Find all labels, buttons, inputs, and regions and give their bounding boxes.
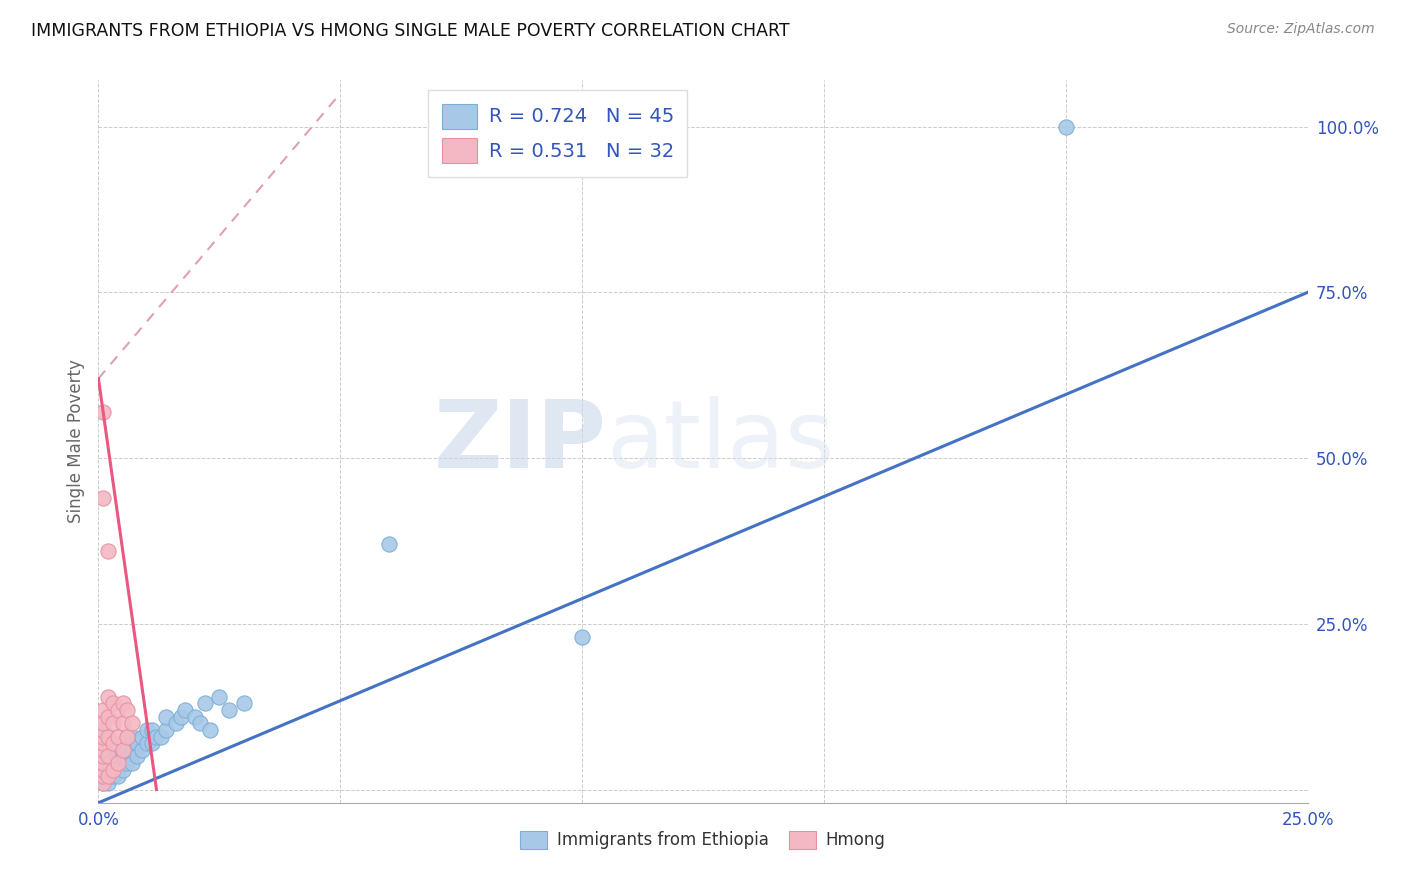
Point [97,544,120,558]
Point [91,723,114,737]
Text: IMMIGRANTS FROM ETHIOPIA VS HMONG SINGLE MALE POVERTY CORRELATION CHART: IMMIGRANTS FROM ETHIOPIA VS HMONG SINGLE… [31,22,790,40]
Point [91,776,114,790]
Point [107,756,129,770]
Point [131,743,153,757]
Point [91,769,114,783]
Point [1054,120,1077,134]
Point [111,743,134,757]
Point [91,491,114,505]
Point [188,716,211,731]
Point [377,537,399,551]
Point [111,716,134,731]
Point [111,763,134,777]
Point [91,763,114,777]
Point [97,769,120,783]
Point [184,709,207,723]
Point [117,730,139,744]
Point [91,716,114,731]
Point [101,749,124,764]
Point [91,749,114,764]
Point [208,690,231,704]
Point [101,763,124,777]
Point [101,769,124,783]
Point [150,730,173,744]
Point [101,716,124,731]
Point [101,697,124,711]
Point [131,730,153,744]
Point [97,756,120,770]
Point [169,709,191,723]
Point [571,630,593,644]
Point [135,723,157,737]
Point [97,776,120,790]
Point [91,405,114,419]
Point [174,703,197,717]
Point [107,769,129,783]
Point [198,723,221,737]
Point [97,749,120,764]
Point [117,756,139,770]
Point [107,756,129,770]
Point [91,769,114,783]
Legend: Immigrants from Ethiopia, Hmong: Immigrants from Ethiopia, Hmong [513,824,893,856]
Point [135,736,157,750]
Point [121,756,143,770]
Point [117,703,139,717]
Point [97,769,120,783]
Point [91,743,114,757]
Point [194,697,217,711]
Text: atlas: atlas [606,395,835,488]
Point [111,749,134,764]
Point [127,749,149,764]
Point [97,730,120,744]
Point [107,703,129,717]
Y-axis label: Single Male Poverty: Single Male Poverty [66,359,84,524]
Point [111,697,134,711]
Point [121,743,143,757]
Point [91,703,114,717]
Point [91,763,114,777]
Point [107,743,129,757]
Point [97,709,120,723]
Point [155,723,177,737]
Point [141,723,163,737]
Point [127,736,149,750]
Point [155,709,177,723]
Point [121,716,143,731]
Text: Source: ZipAtlas.com: Source: ZipAtlas.com [1227,22,1375,37]
Point [91,756,114,770]
Point [111,736,134,750]
Point [91,736,114,750]
Point [91,730,114,744]
Point [101,736,124,750]
Point [91,776,114,790]
Point [107,730,129,744]
Point [232,697,254,711]
Point [141,736,163,750]
Point [101,763,124,777]
Point [165,716,187,731]
Text: ZIP: ZIP [433,395,606,488]
Point [117,743,139,757]
Point [145,730,167,744]
Point [121,730,143,744]
Point [97,690,120,704]
Point [218,703,240,717]
